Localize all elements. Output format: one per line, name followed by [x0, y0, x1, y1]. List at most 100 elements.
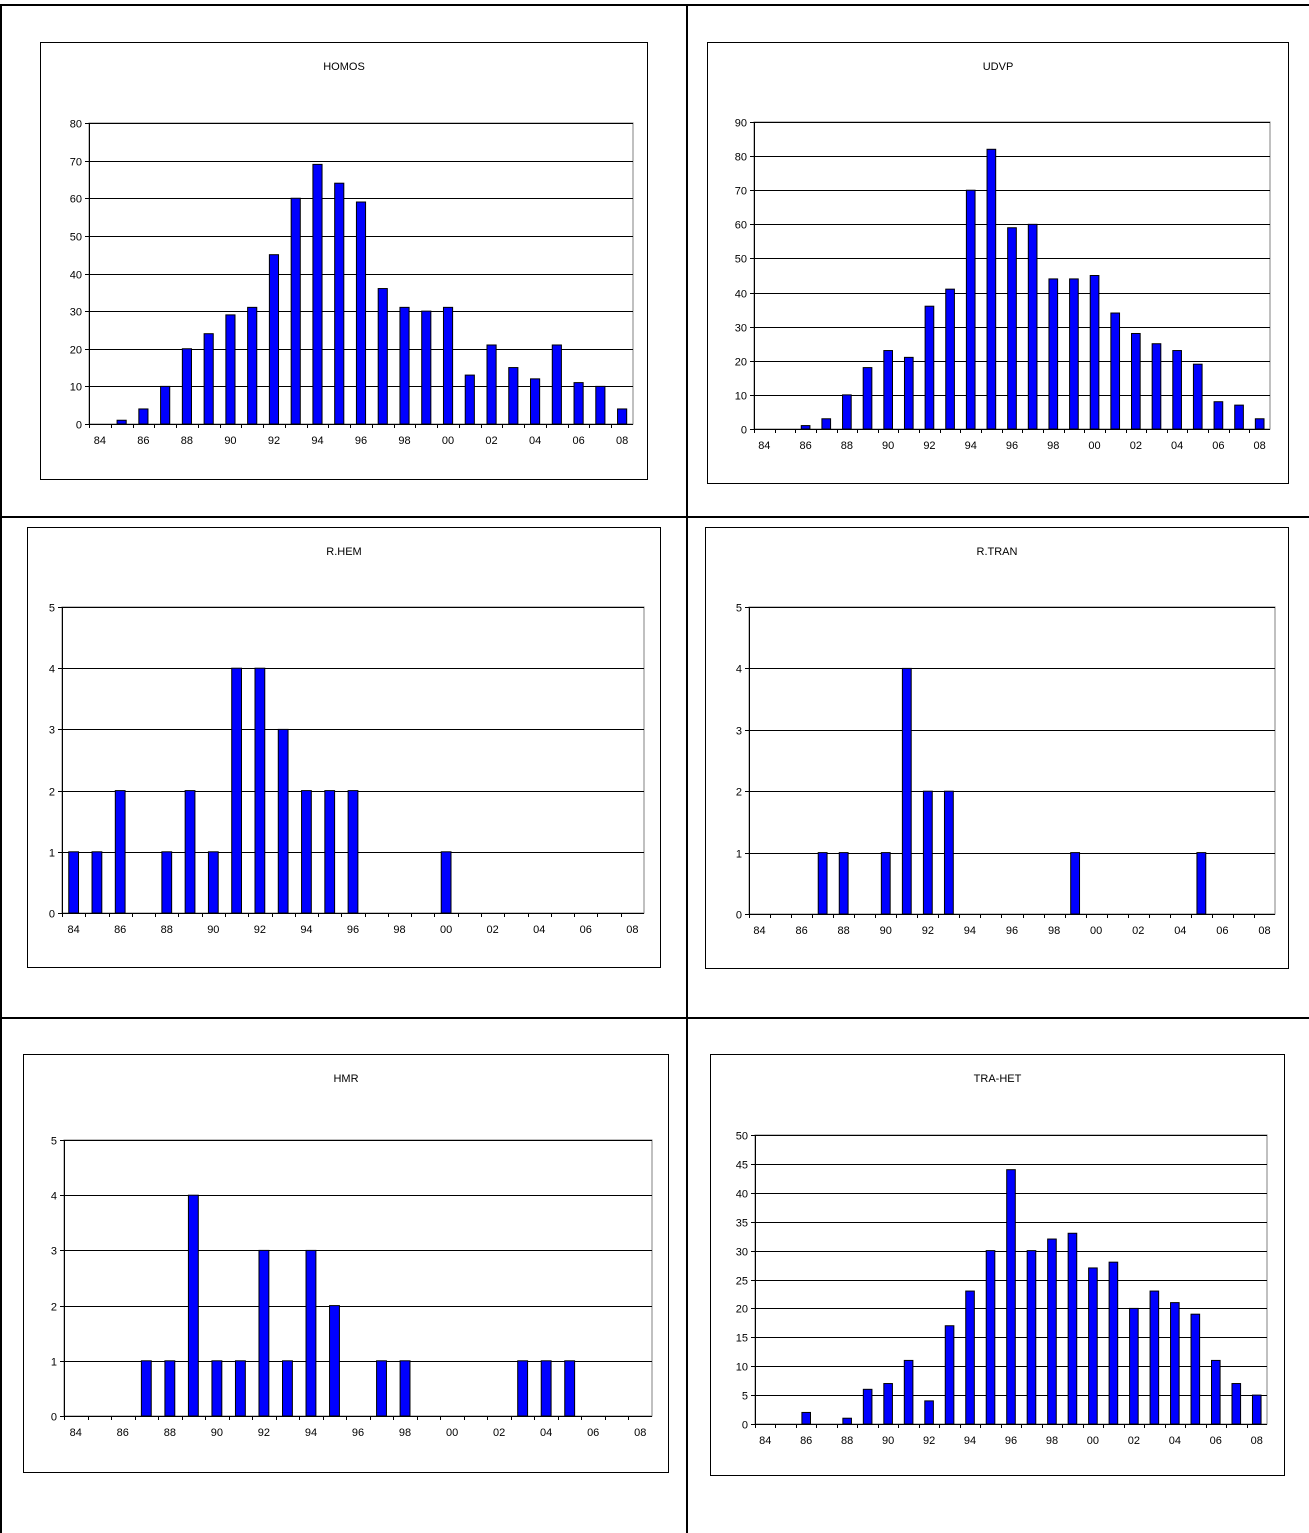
x-tick-label: 90	[211, 1427, 223, 1439]
bar-91	[903, 1359, 914, 1425]
bar-99	[1067, 1232, 1078, 1425]
bar-93	[944, 1325, 955, 1425]
bar-98	[399, 306, 410, 425]
bar-91	[234, 1360, 246, 1417]
x-tick-label: 04	[540, 1427, 552, 1439]
bar-93	[945, 288, 955, 430]
bar-92	[268, 254, 280, 425]
x-tick-label: 96	[347, 924, 359, 936]
bar-95	[329, 1305, 340, 1417]
bar-86	[114, 790, 126, 914]
bar-07	[595, 385, 606, 425]
x-tick-label: 04	[1171, 440, 1183, 452]
bar-86	[800, 425, 811, 430]
bar-92	[922, 790, 933, 915]
x-tick-label: 92	[268, 435, 280, 447]
bar-85	[116, 419, 127, 425]
x-tick-label: 86	[137, 435, 149, 447]
y-tick-label: 50	[736, 1131, 748, 1143]
bar-03	[1151, 343, 1162, 430]
x-tick-label: 02	[1130, 440, 1142, 452]
bar-87	[821, 418, 832, 430]
y-tick-label: 40	[70, 270, 82, 282]
bar-88	[164, 1360, 176, 1417]
y-tick-label: 70	[70, 157, 82, 169]
y-tick-label: 40	[736, 1189, 748, 1201]
x-tick-label: 98	[1047, 440, 1059, 452]
chart-homos: HOMOS 0 10 20 30 40 50 60 70 80 84 86 88 90 92 94 96 98 00…	[40, 42, 648, 480]
bar-99	[1069, 278, 1079, 430]
x-tick-label: 90	[882, 440, 894, 452]
chart-title: R.TRAN	[976, 546, 1018, 558]
x-tick-label: 08	[1251, 1435, 1263, 1447]
plot-area	[748, 606, 1276, 915]
x-tick-label: 84	[759, 1435, 771, 1447]
chart-tra-het: TRA-HET 0 5 10 15 20 25 30 35 40 45 50 84 86 88 90 92 94 9…	[710, 1054, 1285, 1476]
x-tick-label: 94	[965, 440, 977, 452]
plot-area	[63, 1139, 653, 1417]
chart-plot-svg: 0 10 20 30 40 50 60 70 80 84 86 88 90 92 94 96 98 00 02 04 0…	[70, 119, 634, 447]
x-tick-label: 88	[838, 925, 850, 937]
y-tick-label: 5	[736, 603, 742, 615]
x-tick-label: 84	[758, 440, 770, 452]
bar-84	[68, 851, 80, 914]
x-tick-label: 02	[1132, 925, 1144, 937]
bar-90	[211, 1360, 223, 1417]
bar-02	[1131, 332, 1141, 430]
y-tick-label: 30	[70, 307, 82, 319]
bar-03	[517, 1360, 529, 1417]
bar-97	[1026, 1250, 1037, 1425]
bar-96	[347, 790, 359, 914]
x-tick-label: 88	[841, 1435, 853, 1447]
table-divider-row-2	[0, 1017, 1309, 1019]
x-tick-label: 92	[254, 924, 266, 936]
x-tick-label: 08	[1258, 925, 1270, 937]
x-tick-label: 96	[1006, 440, 1018, 452]
bar-02	[486, 344, 497, 425]
y-tick-label: 30	[735, 323, 747, 335]
chart-plot-svg: 0 1 2 3 4 5 84 86 88 90 92 94 96 98 00 02 04 06 08	[51, 1136, 653, 1439]
bar-05	[1190, 1313, 1201, 1425]
bar-99	[421, 310, 432, 425]
table-divider-vertical	[686, 4, 688, 1533]
y-tick-label: 0	[742, 1420, 748, 1432]
y-tick-label: 1	[51, 1357, 57, 1369]
bar-91	[231, 667, 242, 914]
y-tick-label: 4	[736, 664, 742, 676]
y-tick-label: 10	[70, 382, 82, 394]
y-tick-label: 5	[49, 603, 55, 615]
bar-94	[965, 189, 976, 430]
bar-97	[376, 1360, 387, 1417]
y-tick-label: 1	[736, 849, 742, 861]
y-tick-label: 35	[736, 1218, 748, 1230]
x-tick-label: 00	[440, 924, 452, 936]
x-tick-label: 86	[799, 440, 811, 452]
y-tick-label: 3	[49, 725, 55, 737]
y-tick-label: 90	[735, 118, 747, 130]
bar-01	[464, 374, 475, 425]
x-tick-label: 94	[305, 1427, 317, 1439]
bar-96	[1006, 1169, 1016, 1425]
y-tick-label: 80	[70, 119, 82, 131]
y-tick-label: 0	[736, 910, 742, 922]
bar-92	[924, 305, 935, 430]
bar-93	[282, 1360, 293, 1417]
y-tick-label: 10	[735, 391, 747, 403]
x-tick-label: 92	[258, 1427, 270, 1439]
bar-88	[842, 1417, 852, 1425]
y-tick-label: 3	[51, 1246, 57, 1258]
bar-89	[862, 1388, 873, 1425]
y-tick-label: 4	[51, 1191, 57, 1203]
bar-05	[564, 1360, 576, 1417]
bar-86	[138, 408, 149, 425]
bar-86	[801, 1411, 812, 1425]
x-tick-label: 06	[1212, 440, 1224, 452]
x-tick-label: 06	[580, 924, 592, 936]
bar-85	[91, 851, 103, 914]
x-tick-label: 86	[114, 924, 126, 936]
x-tick-label: 90	[882, 1435, 894, 1447]
x-tick-label: 02	[487, 924, 499, 936]
bar-04	[530, 378, 541, 425]
x-tick-label: 98	[1046, 1435, 1058, 1447]
